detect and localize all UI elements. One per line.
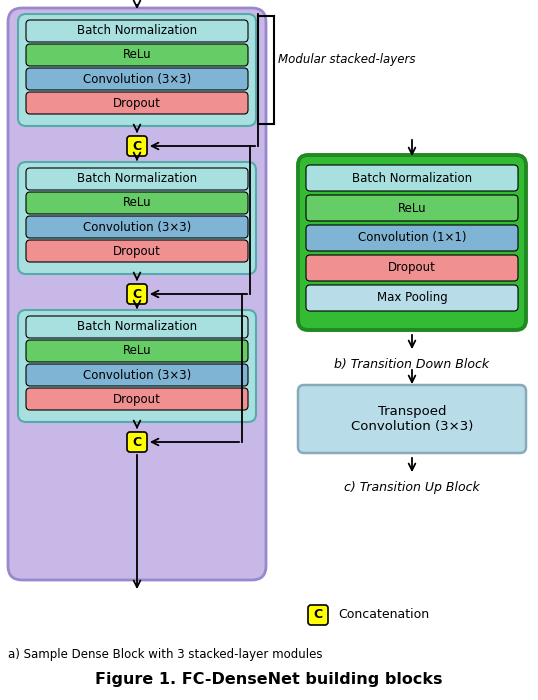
Text: c) Transition Up Block: c) Transition Up Block xyxy=(344,481,480,494)
Text: Convolution (3×3): Convolution (3×3) xyxy=(83,220,191,234)
Text: b) Transition Down Block: b) Transition Down Block xyxy=(335,358,490,371)
FancyBboxPatch shape xyxy=(26,168,248,190)
Text: Dropout: Dropout xyxy=(113,97,161,109)
Text: C: C xyxy=(132,288,141,300)
FancyBboxPatch shape xyxy=(298,155,526,330)
Text: Batch Normalization: Batch Normalization xyxy=(352,172,472,185)
FancyBboxPatch shape xyxy=(306,225,518,251)
Text: Dropout: Dropout xyxy=(388,262,436,274)
Text: Max Pooling: Max Pooling xyxy=(377,291,448,304)
FancyBboxPatch shape xyxy=(26,364,248,386)
FancyBboxPatch shape xyxy=(18,310,256,422)
Text: C: C xyxy=(132,139,141,153)
Text: Modular stacked-layers: Modular stacked-layers xyxy=(278,53,415,66)
FancyBboxPatch shape xyxy=(26,44,248,66)
FancyBboxPatch shape xyxy=(308,605,328,625)
FancyBboxPatch shape xyxy=(306,195,518,221)
FancyBboxPatch shape xyxy=(127,284,147,304)
FancyBboxPatch shape xyxy=(26,20,248,42)
Text: Batch Normalization: Batch Normalization xyxy=(77,25,197,38)
Text: C: C xyxy=(132,435,141,449)
Text: Dropout: Dropout xyxy=(113,244,161,258)
Text: ReLu: ReLu xyxy=(123,197,151,209)
Text: Batch Normalization: Batch Normalization xyxy=(77,321,197,333)
FancyBboxPatch shape xyxy=(26,92,248,114)
Text: Batch Normalization: Batch Normalization xyxy=(77,172,197,186)
FancyBboxPatch shape xyxy=(26,240,248,262)
FancyBboxPatch shape xyxy=(26,340,248,362)
Text: Convolution (3×3): Convolution (3×3) xyxy=(83,368,191,382)
Text: ReLu: ReLu xyxy=(123,344,151,358)
Text: C: C xyxy=(314,608,323,622)
FancyBboxPatch shape xyxy=(26,68,248,90)
FancyBboxPatch shape xyxy=(18,162,256,274)
FancyBboxPatch shape xyxy=(26,316,248,338)
Text: Concatenation: Concatenation xyxy=(338,608,429,622)
Text: Transpoed
Convolution (3×3): Transpoed Convolution (3×3) xyxy=(351,405,473,433)
Text: ReLu: ReLu xyxy=(398,202,426,214)
FancyBboxPatch shape xyxy=(26,216,248,238)
Text: Convolution (1×1): Convolution (1×1) xyxy=(358,232,466,244)
Text: Convolution (3×3): Convolution (3×3) xyxy=(83,73,191,85)
FancyBboxPatch shape xyxy=(127,136,147,156)
FancyBboxPatch shape xyxy=(26,192,248,214)
FancyBboxPatch shape xyxy=(306,285,518,311)
FancyBboxPatch shape xyxy=(298,385,526,453)
FancyBboxPatch shape xyxy=(306,255,518,281)
FancyBboxPatch shape xyxy=(26,388,248,410)
Text: ReLu: ReLu xyxy=(123,48,151,62)
Text: Figure 1. FC-DenseNet building blocks: Figure 1. FC-DenseNet building blocks xyxy=(95,672,443,687)
Text: a) Sample Dense Block with 3 stacked-layer modules: a) Sample Dense Block with 3 stacked-lay… xyxy=(8,648,322,661)
FancyBboxPatch shape xyxy=(18,14,256,126)
Text: Dropout: Dropout xyxy=(113,393,161,405)
FancyBboxPatch shape xyxy=(8,8,266,580)
FancyBboxPatch shape xyxy=(127,432,147,452)
FancyBboxPatch shape xyxy=(306,165,518,191)
